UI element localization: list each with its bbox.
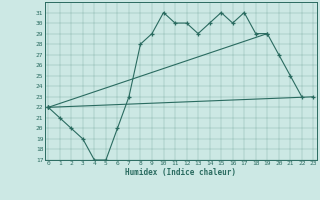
X-axis label: Humidex (Indice chaleur): Humidex (Indice chaleur)	[125, 168, 236, 177]
